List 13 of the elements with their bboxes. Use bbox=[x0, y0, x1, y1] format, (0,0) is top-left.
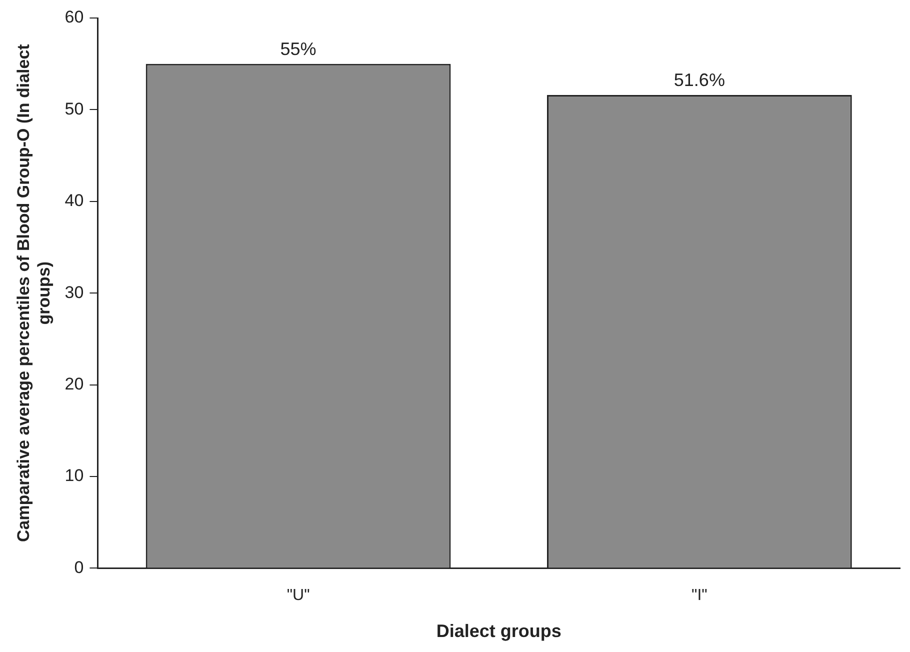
y-tick-label: 40 bbox=[64, 191, 84, 210]
x-axis-title: Dialect groups bbox=[436, 621, 562, 642]
x-tick-label: "U" bbox=[286, 587, 310, 604]
x-tick-label: "I" bbox=[692, 587, 708, 604]
y-tick-label: 50 bbox=[64, 99, 84, 118]
y-axis-title: Camparative average percentiles of Blood Group-O (In dialect groups) bbox=[14, 44, 54, 542]
data-label: 55% bbox=[280, 38, 316, 59]
y-tick-label: 20 bbox=[64, 374, 84, 394]
y-tick-label: 30 bbox=[64, 282, 84, 302]
y-tick-label: 60 bbox=[64, 8, 84, 27]
y-tick-label: 0 bbox=[74, 558, 84, 577]
y-tick-label: 10 bbox=[64, 466, 84, 486]
data-label: 51.6% bbox=[674, 70, 725, 90]
